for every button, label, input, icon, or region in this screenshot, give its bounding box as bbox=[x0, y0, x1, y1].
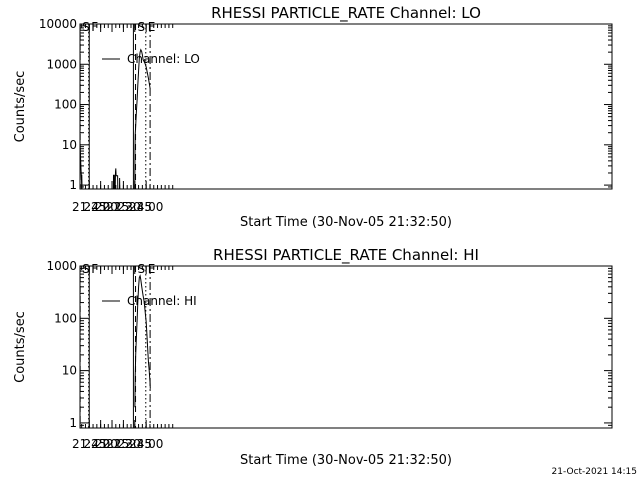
chart-title: RHESSI PARTICLE_RATE Channel: LO bbox=[211, 4, 481, 23]
x-axis-label: Start Time (30-Nov-05 21:32:50) bbox=[240, 453, 452, 468]
series-line bbox=[80, 48, 151, 189]
y-tick-label: 100 bbox=[54, 98, 77, 112]
timestamp-label: 21-Oct-2021 14:15 bbox=[552, 467, 637, 477]
x-tick-label: 23:00 bbox=[129, 437, 164, 451]
x-tick-label: 22:45 bbox=[117, 200, 152, 214]
y-tick-label: 10 bbox=[62, 364, 77, 378]
y-tick-label: 1000 bbox=[46, 57, 77, 71]
x-tick-label: 22:30 bbox=[106, 437, 141, 451]
x-tick-label: 23:00 bbox=[129, 200, 164, 214]
y-axis-label: Counts/sec bbox=[13, 71, 28, 143]
x-tick-label: 21:45 bbox=[72, 200, 107, 214]
y-tick-label: 100 bbox=[54, 311, 77, 325]
plot-frame bbox=[79, 23, 613, 190]
event-marker-label: E bbox=[148, 20, 156, 34]
event-marker-label: F bbox=[91, 20, 98, 34]
x-axis-label: Start Time (30-Nov-05 21:32:50) bbox=[240, 215, 452, 230]
x-tick-label: 22:30 bbox=[106, 200, 141, 214]
legend-label: Channel: HI bbox=[127, 294, 197, 308]
y-axis-label: Counts/sec bbox=[13, 311, 28, 383]
series-segment bbox=[114, 168, 119, 189]
event-marker-label: S bbox=[138, 262, 146, 276]
x-tick-label: 21:45 bbox=[72, 437, 107, 451]
x-tick-label: 22:45 bbox=[117, 437, 152, 451]
event-marker-label: S bbox=[138, 20, 146, 34]
y-tick-label: 1 bbox=[69, 178, 77, 192]
x-tick-label: 22:15 bbox=[95, 200, 130, 214]
x-tick-label: 22:00 bbox=[83, 200, 118, 214]
y-tick-label: 10000 bbox=[39, 17, 77, 31]
legend-label: Channel: LO bbox=[127, 52, 200, 66]
y-tick-label: 1 bbox=[69, 416, 77, 430]
y-tick-label: 1000 bbox=[46, 259, 77, 273]
chart-panels: RHESSI PARTICLE_RATE Channel: LO 1 10 100 10… bbox=[13, 4, 613, 468]
x-tick-label: 22:15 bbox=[95, 437, 130, 451]
x-tick-label: 22:00 bbox=[83, 437, 118, 451]
chart-title: RHESSI PARTICLE_RATE Channel: HI bbox=[213, 246, 479, 265]
event-marker-label: S bbox=[82, 20, 90, 34]
chart-panel-2: RHESSI PARTICLE_RATE Channel: HI 1 10 100 10… bbox=[13, 246, 613, 468]
event-marker-label: F bbox=[91, 262, 98, 276]
plot-frame bbox=[79, 265, 613, 429]
chart-panel-1: RHESSI PARTICLE_RATE Channel: LO 1 10 100 10… bbox=[13, 4, 613, 230]
y-tick-label: 10 bbox=[62, 138, 77, 152]
event-marker-label: E bbox=[148, 262, 156, 276]
series-segment bbox=[134, 274, 151, 408]
event-marker-label: S bbox=[82, 262, 90, 276]
series-line bbox=[134, 274, 151, 408]
series-segment bbox=[134, 48, 151, 189]
